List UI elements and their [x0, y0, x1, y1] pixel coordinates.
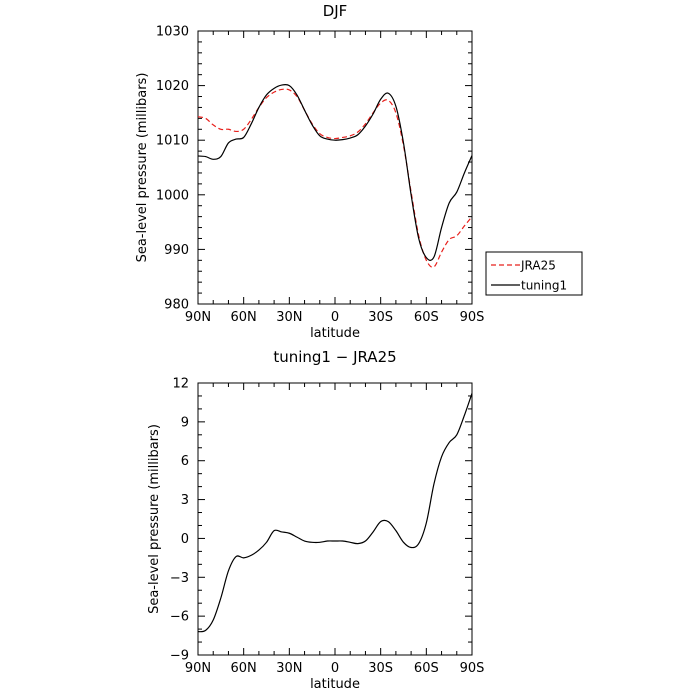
series-line-jra25 [198, 88, 472, 268]
x-tick-label: 0 [331, 661, 339, 676]
x-tick-label: 90N [185, 661, 211, 676]
legend-box [485, 251, 583, 296]
y-tick-label: 12 [172, 377, 189, 392]
legend-label-jra25: JRA25 [520, 259, 556, 273]
y-tick-label: 990 [164, 243, 189, 258]
x-tick-label: 60N [231, 310, 257, 325]
y-axis-label: Sea-level pressure (millibars) [147, 424, 162, 614]
x-tick-label: 90N [185, 310, 211, 325]
plot-frame [197, 382, 473, 656]
x-axis-label: latitude [310, 326, 360, 341]
x-tick-label: 30N [276, 310, 302, 325]
x-tick-label: 30S [368, 661, 393, 676]
x-tick-label: 90S [460, 310, 485, 325]
x-tick-label: 0 [331, 310, 339, 325]
x-axis-label: latitude [310, 677, 360, 692]
y-tick-label: 980 [164, 298, 189, 313]
y-tick-label: −3 [170, 571, 189, 586]
x-tick-label: 90S [460, 661, 485, 676]
y-tick-label: 6 [181, 454, 189, 469]
y-tick-label: 3 [181, 493, 189, 508]
y-axis-label: Sea-level pressure (millibars) [135, 73, 150, 263]
chart-title: DJF [323, 2, 348, 20]
chart-djf: DJF 90N 60N 30N 0 30S 60S 90S 980 990 1000 1010 1020… [135, 2, 583, 341]
x-tick-label: 30N [276, 661, 302, 676]
legend-label-tuning1: tuning1 [521, 279, 567, 293]
x-tick-label: 30S [368, 310, 393, 325]
y-tick-label: 9 [181, 415, 189, 430]
y-tick-label: 0 [181, 532, 189, 547]
y-tick-label: −6 [170, 610, 189, 625]
plot-frame [197, 30, 473, 305]
series-line-tuning1 [198, 83, 472, 261]
x-tick-label: 60N [231, 661, 257, 676]
y-tick-label: 1000 [156, 188, 189, 203]
y-tick-label: 1030 [156, 25, 189, 40]
y-tick-label: 1010 [156, 134, 189, 149]
chart-title: tuning1 − JRA25 [273, 348, 396, 366]
x-tick-label: 60S [414, 661, 439, 676]
y-tick-label: −9 [170, 649, 189, 664]
series-line-difference [198, 393, 472, 633]
x-tick-label: 60S [414, 310, 439, 325]
chart-difference: tuning1 − JRA25 90N 60N 30N 0 30S 60S 90S −9 −6 −3… [147, 348, 484, 692]
y-tick-label: 1020 [156, 79, 189, 94]
